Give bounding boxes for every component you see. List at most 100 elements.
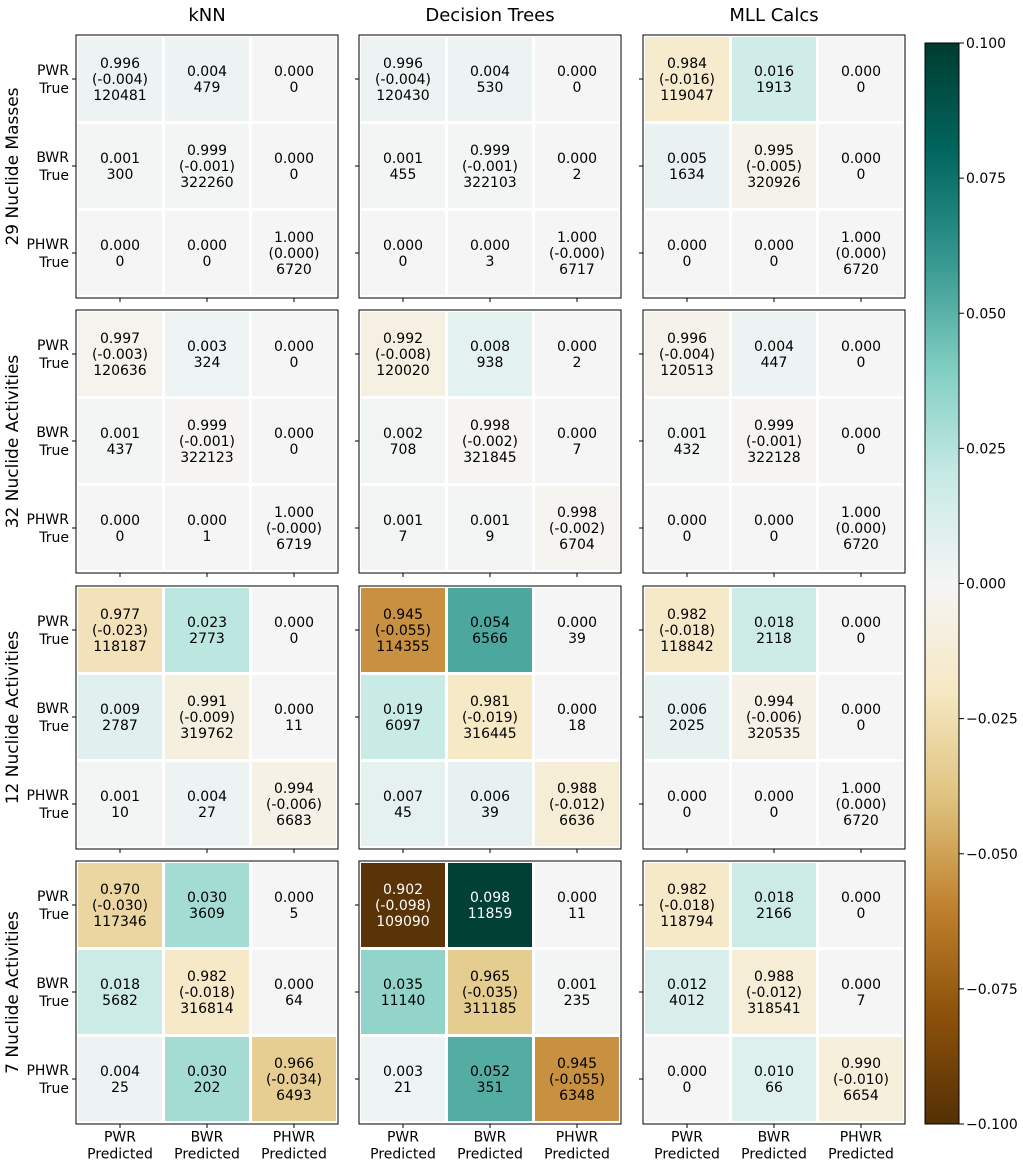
heatmap-cell <box>448 399 532 483</box>
cell-label: 0.000 0 <box>667 1064 707 1096</box>
cell-label: 0.010 66 <box>754 1064 794 1096</box>
heatmap-cell <box>535 863 619 947</box>
cell-label: 0.990 (-0.010) 6654 <box>833 1056 889 1104</box>
heatmap-cell <box>252 312 336 396</box>
heatmap-cell <box>252 211 336 295</box>
heatmap-cell <box>448 37 532 121</box>
predicted-class-label: PHWR Predicted <box>544 1130 610 1163</box>
true-class-label: BWR True <box>36 425 69 459</box>
heatmap-cell <box>732 675 816 759</box>
heatmap-cell <box>78 124 162 208</box>
cell-label: 0.982 (-0.018) 316814 <box>179 969 235 1017</box>
heatmap-panel: 0.984 (-0.016) 119047 0.016 1913 0.000 0 0.005 1… <box>639 34 906 302</box>
cell-label: 0.000 0 <box>841 615 881 647</box>
cell-label: 0.000 7 <box>841 977 881 1009</box>
predicted-class-label: PHWR Predicted <box>261 1130 327 1163</box>
cell-label: 0.996 (-0.004) 120430 <box>375 56 431 104</box>
cell-label: 0.997 (-0.003) 120636 <box>92 331 148 379</box>
true-class-label: PHWR True <box>26 1063 69 1097</box>
heatmap-cell <box>448 762 532 846</box>
predicted-class-label: PWR Predicted <box>654 1130 720 1163</box>
cell-label: 0.000 0 <box>754 513 794 545</box>
colorbar-gradient <box>924 42 960 1125</box>
heatmap-cell <box>819 37 903 121</box>
cell-label: 0.000 0 <box>383 238 423 270</box>
heatmap-cell <box>361 211 445 295</box>
true-class-label: PWR True <box>37 614 69 648</box>
cell-label: 0.000 0 <box>841 702 881 734</box>
heatmap-cell <box>645 211 729 295</box>
heatmap-panel: 0.977 (-0.023) 118187 0.023 2773 0.000 0 0.009 2… <box>72 585 339 853</box>
heatmap-cell <box>819 399 903 483</box>
cell-label: 0.945 (-0.055) 6348 <box>549 1056 605 1104</box>
heatmap-cell <box>645 762 729 846</box>
heatmap-cell <box>732 486 816 570</box>
cell-label: 0.999 (-0.001) 322103 <box>462 143 518 191</box>
cell-label: 0.004 447 <box>754 339 794 371</box>
cell-label: 0.004 25 <box>100 1064 140 1096</box>
cell-label: 0.023 2773 <box>187 615 227 647</box>
cell-label: 0.000 11 <box>274 702 314 734</box>
heatmap-cell <box>732 863 816 947</box>
cell-label: 1.000 (0.000) 6720 <box>835 505 886 553</box>
heatmap-cell <box>78 1037 162 1121</box>
true-class-label: PHWR True <box>26 237 69 271</box>
heatmap-cell <box>165 312 249 396</box>
heatmap-cell <box>78 675 162 759</box>
cell-label: 0.966 (-0.034) 6493 <box>266 1056 322 1104</box>
heatmap-cell <box>732 1037 816 1121</box>
heatmap-cell <box>165 124 249 208</box>
heatmap-cell <box>819 762 903 846</box>
cell-label: 0.000 0 <box>274 615 314 647</box>
heatmap-cell <box>78 588 162 672</box>
heatmap-cell <box>819 863 903 947</box>
cell-label: 0.945 (-0.055) 114355 <box>375 607 431 655</box>
colorbar-tick-label: −0.075 <box>966 982 1018 998</box>
cell-label: 0.000 7 <box>557 426 597 458</box>
cell-label: 0.018 2118 <box>754 615 794 647</box>
predicted-class-label: PWR Predicted <box>370 1130 436 1163</box>
predicted-class-label: PWR Predicted <box>87 1130 153 1163</box>
cell-label: 0.006 39 <box>470 789 510 821</box>
cell-label: 0.992 (-0.008) 120020 <box>375 331 431 379</box>
cell-label: 0.000 11 <box>557 890 597 922</box>
heatmap-cell <box>819 675 903 759</box>
heatmap-cell <box>361 399 445 483</box>
heatmap-cell <box>165 1037 249 1121</box>
cell-label: 0.000 0 <box>100 513 140 545</box>
heatmap-panel: 0.992 (-0.008) 120020 0.008 938 0.000 2 0.002 70… <box>355 309 622 577</box>
heatmap-cell <box>819 950 903 1034</box>
true-class-label: PHWR True <box>26 788 69 822</box>
heatmap-cell <box>252 486 336 570</box>
cell-label: 0.002 708 <box>383 426 423 458</box>
heatmap-cell <box>78 950 162 1034</box>
heatmap-panel: 0.902 (-0.098) 109090 0.098 11859 0.000 11 0.03… <box>355 860 622 1128</box>
true-class-label: PWR True <box>37 889 69 923</box>
axis-labels: kNN Decision Trees MLL Calcs 29 Nuclide Mas… <box>3 5 894 1163</box>
heatmap-cell <box>361 863 445 947</box>
cell-label: 0.000 0 <box>274 151 314 183</box>
heatmap-cell <box>819 588 903 672</box>
cell-label: 0.001 432 <box>667 426 707 458</box>
cell-label: 0.001 437 <box>100 426 140 458</box>
column-title: Decision Trees <box>425 5 554 26</box>
heatmap-cell <box>535 37 619 121</box>
cell-label: 0.008 938 <box>470 339 510 371</box>
true-class-label: BWR True <box>36 701 69 735</box>
heatmap-cell <box>819 486 903 570</box>
cell-label: 0.970 (-0.030) 117346 <box>92 882 148 930</box>
heatmap-panel: 0.982 (-0.018) 118794 0.018 2166 0.000 0 0.012 4… <box>639 860 906 1128</box>
heatmap-cell <box>448 211 532 295</box>
heatmap-cell <box>448 950 532 1034</box>
cell-label: 0.000 0 <box>187 238 227 270</box>
heatmap-cell <box>732 37 816 121</box>
cell-label: 0.000 2 <box>557 339 597 371</box>
cell-label: 0.000 0 <box>274 64 314 96</box>
heatmap-cell <box>165 950 249 1034</box>
heatmap-cell <box>252 950 336 1034</box>
cell-label: 0.981 (-0.019) 316445 <box>462 694 518 742</box>
true-class-label: PWR True <box>37 63 69 97</box>
heatmap-cell <box>535 950 619 1034</box>
cell-label: 0.006 2025 <box>667 702 707 734</box>
heatmap-cell <box>448 1037 532 1121</box>
